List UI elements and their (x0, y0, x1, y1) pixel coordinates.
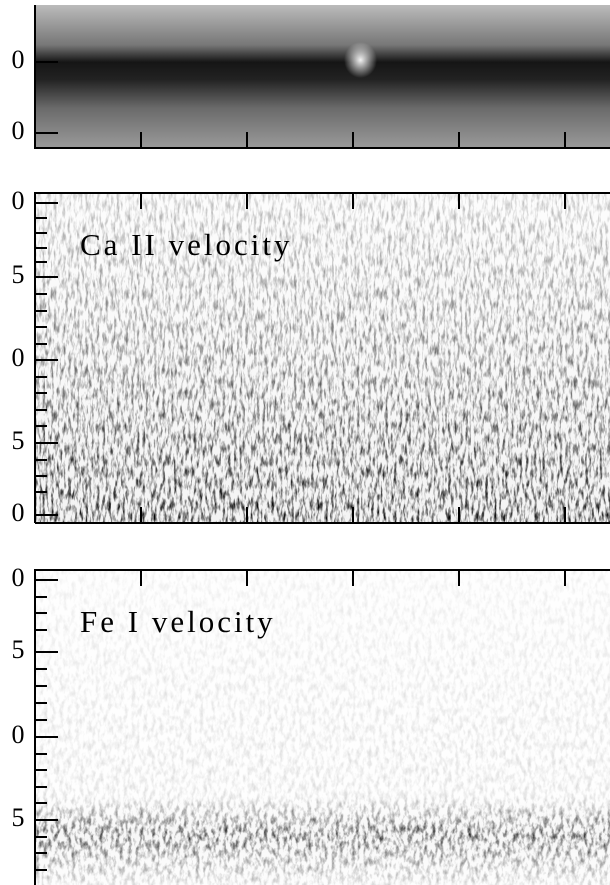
image-highlight (300, 0, 410, 120)
panel-1: 0 0 (12, 0, 610, 149)
y-tick-label: 0 (12, 116, 25, 145)
ticks (35, 570, 566, 871)
panel-3: 0 5 0 5 Fe I velocity (12, 563, 610, 885)
ticks (35, 61, 566, 148)
y-tick-label: 0 (12, 720, 25, 749)
axis (34, 569, 610, 885)
axis (34, 5, 610, 149)
image-fade (35, 570, 610, 885)
image-fade (35, 193, 610, 523)
y-tick-label: 0 (12, 563, 25, 592)
y-tick-label: 5 (12, 260, 25, 289)
ticks (35, 193, 566, 523)
y-tick-label: 0 (12, 343, 25, 372)
axis (34, 192, 610, 524)
panel-label: Fe I velocity (80, 604, 276, 639)
y-tick-label: 0 (12, 45, 25, 74)
y-tick-label: 5 (12, 426, 25, 455)
y-tick-label: 5 (12, 635, 25, 664)
panel-2: 0 5 0 5 0 Ca II velocity (12, 186, 610, 527)
y-tick-label: 5 (12, 803, 25, 832)
panel-label: Ca II velocity (80, 227, 292, 262)
y-tick-label: 0 (12, 186, 25, 215)
y-tick-label: 0 (12, 498, 25, 527)
